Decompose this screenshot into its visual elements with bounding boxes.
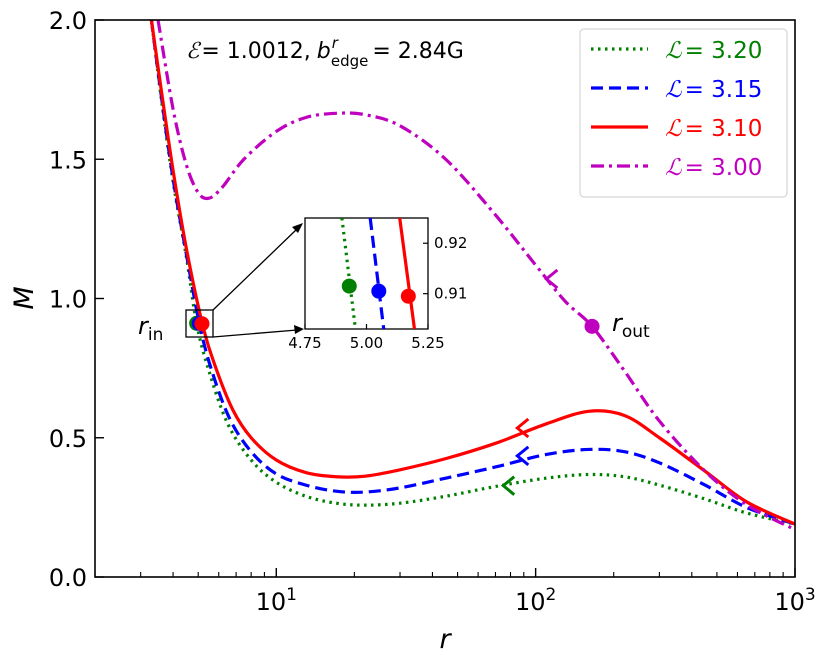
- energy-annotation: ℰ= 1.0012, br edge = 2.84G: [186, 34, 464, 70]
- legend-label-4: ℒ = 3.00: [665, 155, 762, 181]
- x-tick-label: 103: [774, 585, 815, 616]
- inset-plot: 4.75 5.00 5.25 0.91 0.92: [288, 217, 467, 352]
- inset-point-1: [341, 278, 357, 294]
- rin-label: rin: [138, 312, 163, 345]
- y-tick-label: 2.0: [49, 7, 87, 35]
- rin-red-point: [194, 316, 210, 332]
- zoom-box: [185, 309, 214, 338]
- series-line-3: [149, 20, 795, 526]
- legend-box: [579, 28, 788, 198]
- green-flow-arrow: [500, 475, 516, 496]
- inset-y-tick-label: 0.92: [434, 234, 467, 252]
- legend: ℒ = 3.20 ℒ = 3.15 ℒ = 3.10 ℒ = 3.00: [579, 28, 788, 198]
- inset-frame: [304, 217, 429, 330]
- rout-magenta-point: [584, 318, 600, 334]
- inset-y-tick-label: 0.91: [434, 285, 467, 303]
- inset-line-1: [340, 218, 358, 329]
- inset-x-tick-label: 5.25: [411, 334, 444, 352]
- y-tick-label: 1.5: [49, 146, 87, 174]
- inset-point-2: [371, 283, 387, 299]
- y-tick-label: 0.5: [49, 425, 87, 453]
- y-axis-label: M: [9, 286, 40, 309]
- rout-label: rout: [612, 309, 650, 342]
- inset-x-tick-label: 5.00: [350, 334, 383, 352]
- inset-point-3: [400, 288, 416, 304]
- inset-x-tick-label: 4.75: [288, 334, 321, 352]
- x-tick-label: 101: [256, 585, 297, 616]
- red-flow-arrow: [514, 417, 530, 439]
- magenta-flow-arrow: [544, 268, 559, 290]
- x-tick-label: 102: [515, 585, 556, 616]
- y-tick-label: 1.0: [49, 286, 87, 314]
- x-axis-label: r: [439, 624, 452, 655]
- series-line-4: [156, 20, 795, 532]
- y-tick-label: 0.0: [49, 564, 87, 592]
- blue-flow-arrow: [514, 445, 530, 467]
- zoom-connector-arrows: [212, 223, 304, 338]
- legend-label-3: ℒ = 3.10: [665, 116, 762, 142]
- inset-line-2: [368, 218, 386, 329]
- legend-label-1: ℒ = 3.20: [665, 38, 762, 64]
- legend-label-2: ℒ = 3.15: [665, 77, 762, 103]
- inset-line-3: [398, 218, 417, 329]
- series-line-1: [149, 20, 795, 526]
